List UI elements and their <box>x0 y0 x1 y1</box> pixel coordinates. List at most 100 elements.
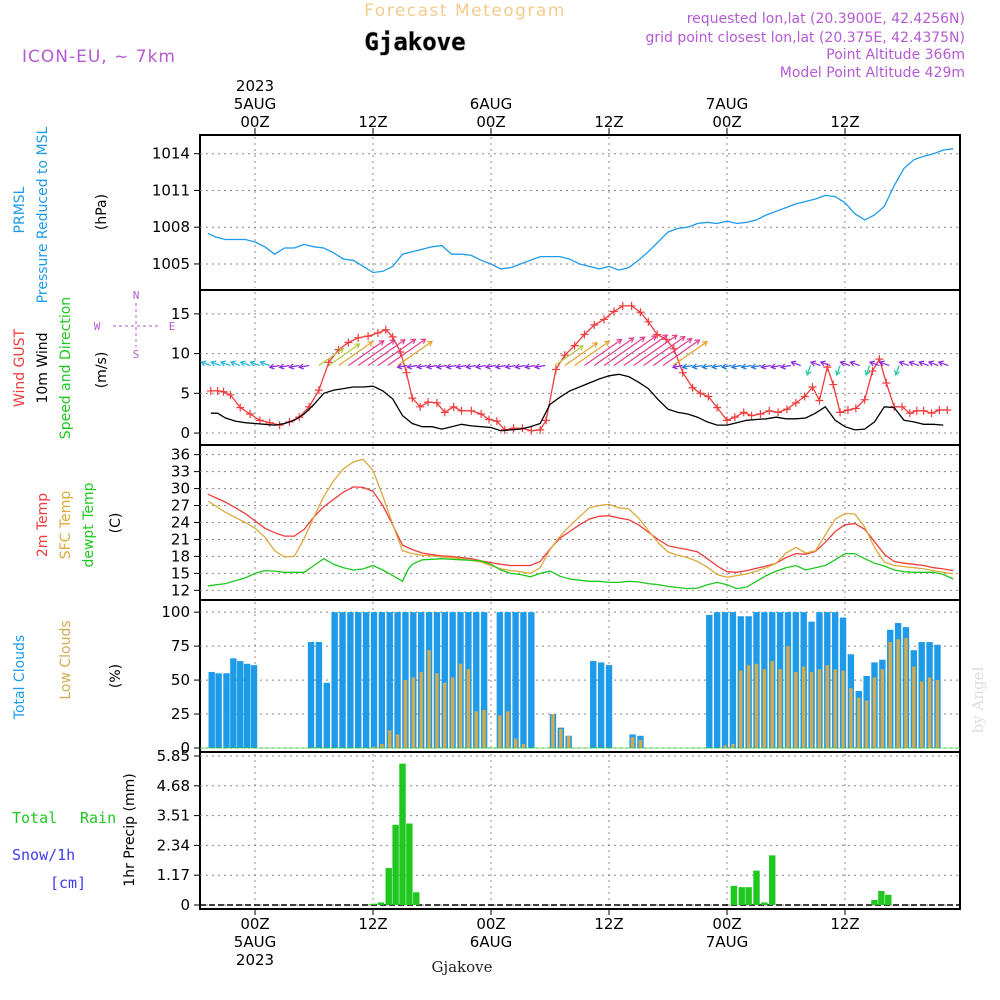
wind-direction-arrow <box>682 364 693 368</box>
total-cloud-bar <box>473 612 480 748</box>
low-cloud-bar <box>739 670 743 748</box>
low-cloud-bar <box>935 680 940 748</box>
wind-compass: N W E S <box>94 289 176 361</box>
wind-arrow-head <box>671 363 678 370</box>
wind-arrow-head <box>779 363 786 370</box>
low-cloud-bar <box>630 737 635 748</box>
rain-bar <box>761 902 768 905</box>
top-time-label: 12Z <box>594 113 623 131</box>
low-cloud-bar <box>380 743 384 748</box>
wind-unit: (m/s) <box>94 352 110 389</box>
wind-direction-arrow <box>348 340 385 367</box>
gust-marker <box>927 409 936 418</box>
top-time-label: 7AUG <box>706 95 748 113</box>
gust-marker <box>440 408 449 417</box>
grid-lines <box>200 137 960 907</box>
panel-frame-wind <box>199 289 961 446</box>
y-tick-label: 21 <box>171 530 190 548</box>
wind-direction-arrow <box>210 361 221 367</box>
wind-direction-arrow <box>397 364 408 368</box>
total-cloud-bar <box>362 612 370 748</box>
total-cloud-bar <box>230 658 237 748</box>
model-altitude: Model Point Altitude 429m <box>780 65 965 81</box>
footer-location: Gjakove <box>431 958 492 976</box>
gust-marker <box>255 416 264 425</box>
low-cloud-bar <box>896 639 900 748</box>
wind-arrow-head <box>494 363 501 370</box>
gust-marker <box>314 386 323 395</box>
panel-frames <box>199 134 961 910</box>
total-cloud-bar <box>339 612 346 748</box>
wind-arrow-head <box>288 363 295 370</box>
gust-marker <box>800 392 809 401</box>
gust-marker <box>226 390 235 399</box>
wind-direction-arrow <box>806 365 812 376</box>
total-cloud-bar <box>307 642 315 748</box>
gust-marker <box>509 424 518 433</box>
low-cloud-bar <box>521 743 526 748</box>
wind-arrow-head <box>849 360 856 367</box>
pressure-unit: (hPa) <box>94 194 110 230</box>
total-cloud-bar <box>605 665 613 748</box>
total-cloud-bar <box>590 661 597 748</box>
gust-marker <box>868 367 877 376</box>
temp2m-label: 2m Temp <box>35 493 51 557</box>
wind-direction-arrow <box>485 364 497 368</box>
gust-marker <box>449 402 458 411</box>
low-clouds-label: Low Clouds <box>58 620 74 699</box>
wind-direction-arrow <box>692 364 703 368</box>
low-cloud-bar <box>888 642 892 748</box>
wind-arrow-head <box>354 343 361 349</box>
gust-marker <box>912 406 921 415</box>
temp-unit: (C) <box>108 513 124 534</box>
wind-direction-arrow <box>909 361 919 367</box>
wind-arrow-head <box>416 363 423 370</box>
y-tick-label: 100 <box>161 603 190 621</box>
top-time-label: 5AUG <box>234 95 276 113</box>
gust-marker <box>246 409 255 418</box>
y-tick-label: 30 <box>171 480 190 498</box>
low-cloud-bar <box>566 735 571 748</box>
wind-arrow-head <box>805 369 812 377</box>
total-cloud-bar <box>386 612 393 748</box>
wind-direction-arrow <box>643 336 686 367</box>
gust-marker <box>432 398 441 407</box>
wind-arrow-head <box>435 363 442 370</box>
total-cloud-bar <box>480 612 488 748</box>
gust-marker <box>580 330 589 339</box>
total-cloud-bar <box>402 612 409 748</box>
wind-arrow-head <box>399 339 406 345</box>
rain-bar <box>871 899 878 905</box>
wind-direction-arrow <box>662 339 700 367</box>
wind-direction-arrow <box>712 364 723 368</box>
wind-arrow-head <box>524 363 531 370</box>
wind-direction-arrow <box>850 361 860 367</box>
wind-arrow-head <box>681 363 688 370</box>
y-tick-label: 1005 <box>152 255 190 273</box>
top-time-label: 12Z <box>358 113 387 131</box>
wind-arrow-head <box>592 342 599 348</box>
low-cloud-bar <box>411 677 416 748</box>
gust-marker <box>424 398 433 407</box>
wind-arrow-head <box>809 360 817 367</box>
wind-direction-arrow <box>938 361 949 367</box>
wind-direction-arrow <box>417 364 428 368</box>
low-cloud-bar <box>786 646 790 748</box>
gust-marker <box>765 406 774 415</box>
top-time-label: 6AUG <box>470 95 512 113</box>
wind-direction-arrow <box>525 364 536 368</box>
wind-direction-arrow <box>495 364 506 368</box>
gust-marker <box>570 341 579 350</box>
total-cloud-bar <box>706 614 713 748</box>
wind-arrow-head <box>367 341 374 347</box>
wind-arrow-head <box>702 340 708 347</box>
wind-arrow-head <box>249 360 256 367</box>
data-marks <box>200 148 960 906</box>
wind-arrow-head <box>534 363 541 370</box>
wind-direction-arrow <box>367 339 406 367</box>
wind-direction-arrow <box>895 365 900 376</box>
gust-marker <box>774 408 783 417</box>
bottom-time-label: 12Z <box>358 915 387 933</box>
gust-marker <box>747 411 756 420</box>
wind-arrow-head <box>425 363 432 370</box>
